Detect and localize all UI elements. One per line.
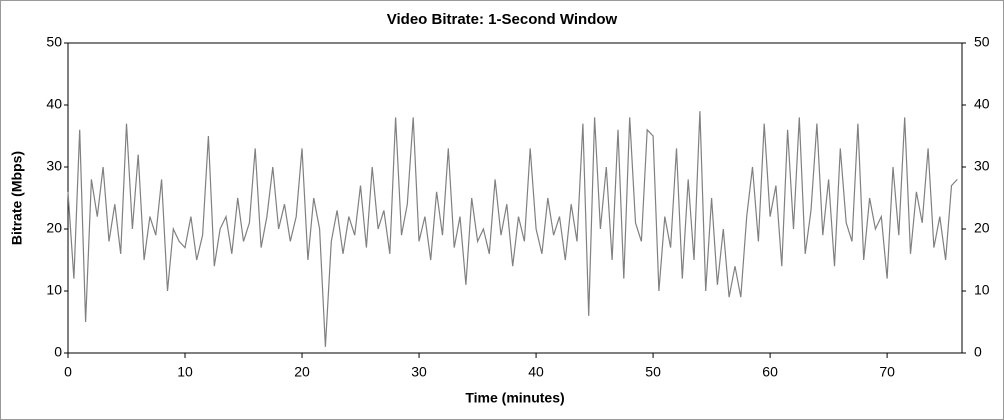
y-tick-label: 20 — [46, 220, 62, 236]
bitrate-line — [67, 111, 958, 347]
x-tick-label: 0 — [64, 364, 72, 380]
y2-tick-label: 20 — [974, 220, 990, 236]
y-tick-label: 40 — [46, 96, 62, 112]
y-axis-label: Bitrate (Mbps) — [9, 151, 25, 245]
x-tick-label: 60 — [762, 364, 778, 380]
y2-tick-label: 30 — [974, 158, 990, 174]
y2-tick-label: 0 — [974, 344, 982, 360]
x-axis-label: Time (minutes) — [465, 390, 564, 406]
x-tick-label: 10 — [177, 364, 193, 380]
x-tick-label: 20 — [294, 364, 310, 380]
y2-tick-label: 40 — [974, 96, 990, 112]
chart-title: Video Bitrate: 1-Second Window — [387, 11, 618, 28]
y-tick-label: 50 — [46, 34, 62, 50]
y2-tick-label: 10 — [974, 282, 990, 298]
x-tick-label: 70 — [879, 364, 895, 380]
y-tick-label: 0 — [54, 344, 62, 360]
y-tick-label: 10 — [46, 282, 62, 298]
y-tick-label: 30 — [46, 158, 62, 174]
x-tick-label: 40 — [528, 364, 544, 380]
y2-tick-label: 50 — [974, 34, 990, 50]
x-tick-label: 30 — [411, 364, 427, 380]
x-tick-label: 50 — [645, 364, 661, 380]
